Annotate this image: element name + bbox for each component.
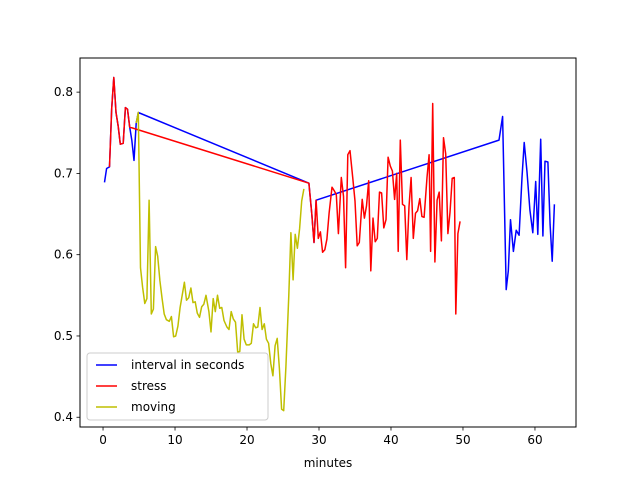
y-tick-label: 0.8: [54, 85, 73, 99]
x-tick-label: 50: [455, 433, 470, 447]
x-axis: 0 10 20 30 40 50 60: [99, 427, 543, 447]
x-tick-label: 60: [527, 433, 542, 447]
series-line-2: [135, 111, 305, 412]
y-axis: 0.4 0.5 0.6 0.7 0.8: [54, 85, 80, 424]
legend-box: [86, 352, 269, 421]
y-tick-label: 0.7: [54, 166, 73, 180]
plot-frame: [79, 57, 577, 428]
y-tick-label: 0.5: [54, 329, 73, 343]
series-layer: [103, 76, 556, 412]
x-tick-label: 10: [167, 433, 182, 447]
x-axis-label: minutes: [304, 456, 353, 470]
x-tick-label: 30: [311, 433, 326, 447]
legend: interval in seconds stress moving: [86, 352, 269, 421]
x-tick-label: 40: [383, 433, 398, 447]
legend-label-2: moving: [131, 400, 176, 414]
y-tick-label: 0.4: [54, 410, 73, 424]
legend-label-0: interval in seconds: [131, 358, 244, 372]
legend-label-1: stress: [131, 379, 167, 393]
series-line-1: [108, 76, 461, 315]
y-tick-label: 0.6: [54, 248, 73, 262]
x-tick-label: 0: [99, 433, 107, 447]
x-tick-label: 20: [239, 433, 254, 447]
